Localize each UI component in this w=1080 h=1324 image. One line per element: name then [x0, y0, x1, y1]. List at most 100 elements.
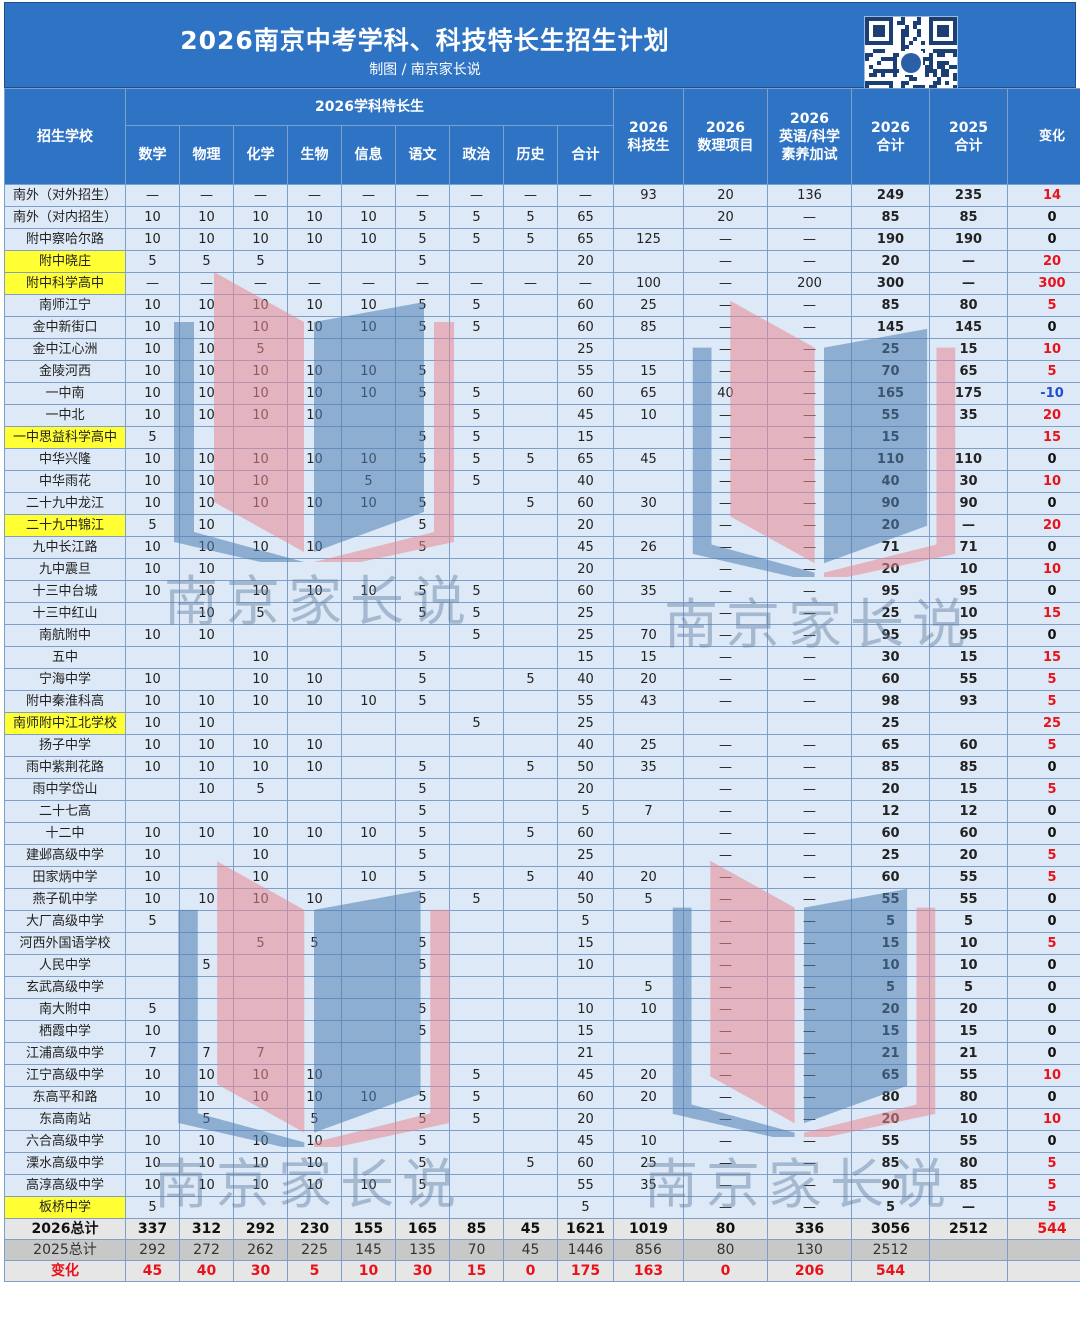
- change-cell: 0: [1007, 1086, 1080, 1109]
- header-subject: 信息: [341, 125, 396, 185]
- change-cell: 0: [1007, 800, 1080, 823]
- table-cell: [449, 250, 504, 273]
- table-cell: 20: [613, 668, 684, 691]
- table-cell: 60: [929, 822, 1008, 845]
- school-name: 江浦高级中学: [4, 1042, 126, 1065]
- table-cell: —: [683, 646, 768, 669]
- change-cell: 5: [1007, 932, 1080, 955]
- table-cell: 80: [929, 1152, 1008, 1175]
- totals-label: 2025总计: [4, 1239, 126, 1261]
- table-cell: 175: [929, 382, 1008, 405]
- table-cell: 5: [395, 1020, 450, 1043]
- table-cell: 45: [557, 404, 614, 427]
- totals-row: 变化 45 40 30 5 10 30 15 0 175 163 0 206 544: [4, 1260, 1080, 1282]
- table-cell: [449, 932, 504, 955]
- table-cell: 20: [613, 1064, 684, 1087]
- school-name: 一中思益科学高中: [4, 426, 126, 449]
- table-cell: [503, 338, 558, 361]
- table-cell: —: [341, 184, 396, 207]
- table-cell: —: [767, 866, 852, 889]
- header-total-2025: 2025 合计: [929, 88, 1008, 185]
- table-cell: —: [683, 426, 768, 449]
- table-cell: 10: [179, 624, 234, 647]
- table-cell: —: [557, 184, 614, 207]
- table-cell: [233, 976, 288, 999]
- change-cell: 0: [1007, 756, 1080, 779]
- table-cell: 10: [125, 382, 180, 405]
- change-cell: 20: [1007, 250, 1080, 273]
- table-cell: —: [767, 624, 852, 647]
- table-cell: [929, 426, 1008, 449]
- table-cell: 10: [179, 602, 234, 625]
- table-cell: 95: [929, 624, 1008, 647]
- table-cell: 5: [395, 1130, 450, 1153]
- table-cell: 20: [557, 558, 614, 581]
- change-cell: 0: [1007, 228, 1080, 251]
- table-cell: —: [683, 756, 768, 779]
- table-cell: [449, 492, 504, 515]
- table-cell: 93: [929, 690, 1008, 713]
- totals-cell: 544: [851, 1260, 930, 1282]
- table-cell: —: [767, 998, 852, 1021]
- table-cell: 5: [125, 910, 180, 933]
- table-cell: 5: [395, 580, 450, 603]
- table-cell: [341, 1108, 396, 1131]
- table-cell: 5: [395, 492, 450, 515]
- table-cell: 25: [557, 602, 614, 625]
- table-cell: —: [683, 1086, 768, 1109]
- table-cell: 5: [395, 954, 450, 977]
- table-cell: 5: [395, 206, 450, 229]
- table-cell: 5: [341, 470, 396, 493]
- table-cell: 40: [557, 734, 614, 757]
- table-cell: —: [767, 690, 852, 713]
- table-cell: —: [767, 822, 852, 845]
- header-tech: 2026 科技生: [613, 88, 684, 185]
- table-cell: 10: [125, 1086, 180, 1109]
- table-cell: 10: [287, 1130, 342, 1153]
- table-cell: 10: [125, 1020, 180, 1043]
- table-cell: 10: [179, 580, 234, 603]
- header-subject: 政治: [449, 125, 504, 185]
- table-row: 扬子中学 10 10 10 10 40 25— —65 60 5: [4, 734, 1080, 757]
- table-cell: 10: [851, 954, 930, 977]
- table-cell: [125, 1108, 180, 1131]
- table-cell: 5: [125, 426, 180, 449]
- change-cell: 0: [1007, 998, 1080, 1021]
- table-cell: 65: [929, 360, 1008, 383]
- table-cell: 80: [851, 1086, 930, 1109]
- table-cell: —: [767, 844, 852, 867]
- table-cell: 5: [395, 668, 450, 691]
- table-cell: [287, 998, 342, 1021]
- table-row: 金中江心洲 10 10 5 25— —25 15 10: [4, 338, 1080, 361]
- table-row: 雨中紫荆花路 10 10 10 10 5 5 50 35— —85 85 0: [4, 756, 1080, 779]
- school-name: 五中: [4, 646, 126, 669]
- table-cell: —: [449, 184, 504, 207]
- table-cell: [503, 558, 558, 581]
- totals-cell: [929, 1260, 1008, 1282]
- table-cell: [613, 558, 684, 581]
- school-name: 中华雨花: [4, 470, 126, 493]
- table-cell: 10: [929, 932, 1008, 955]
- table-cell: [503, 580, 558, 603]
- enrollment-table: 招生学校 2026学科特长生 2026 科技生 2026 数理项目 2026 英…: [4, 88, 1080, 1282]
- table-cell: [233, 514, 288, 537]
- school-name: 附中晓庄: [4, 250, 126, 273]
- table-cell: [341, 1064, 396, 1087]
- table-cell: [179, 1196, 234, 1219]
- table-cell: [449, 844, 504, 867]
- totals-cell: 45: [503, 1239, 558, 1261]
- change-cell: 5: [1007, 844, 1080, 867]
- table-cell: [341, 800, 396, 823]
- table-row: 河西外国语学校 5 5 5 15— —15 10 5: [4, 932, 1080, 955]
- table-cell: 60: [851, 668, 930, 691]
- table-cell: [449, 646, 504, 669]
- table-cell: 10: [287, 1086, 342, 1109]
- table-cell: —: [767, 492, 852, 515]
- table-cell: 10: [179, 712, 234, 735]
- change-cell: 0: [1007, 536, 1080, 559]
- table-cell: 10: [179, 492, 234, 515]
- table-cell: 60: [557, 1152, 614, 1175]
- table-cell: —: [683, 1064, 768, 1087]
- table-cell: 5: [233, 602, 288, 625]
